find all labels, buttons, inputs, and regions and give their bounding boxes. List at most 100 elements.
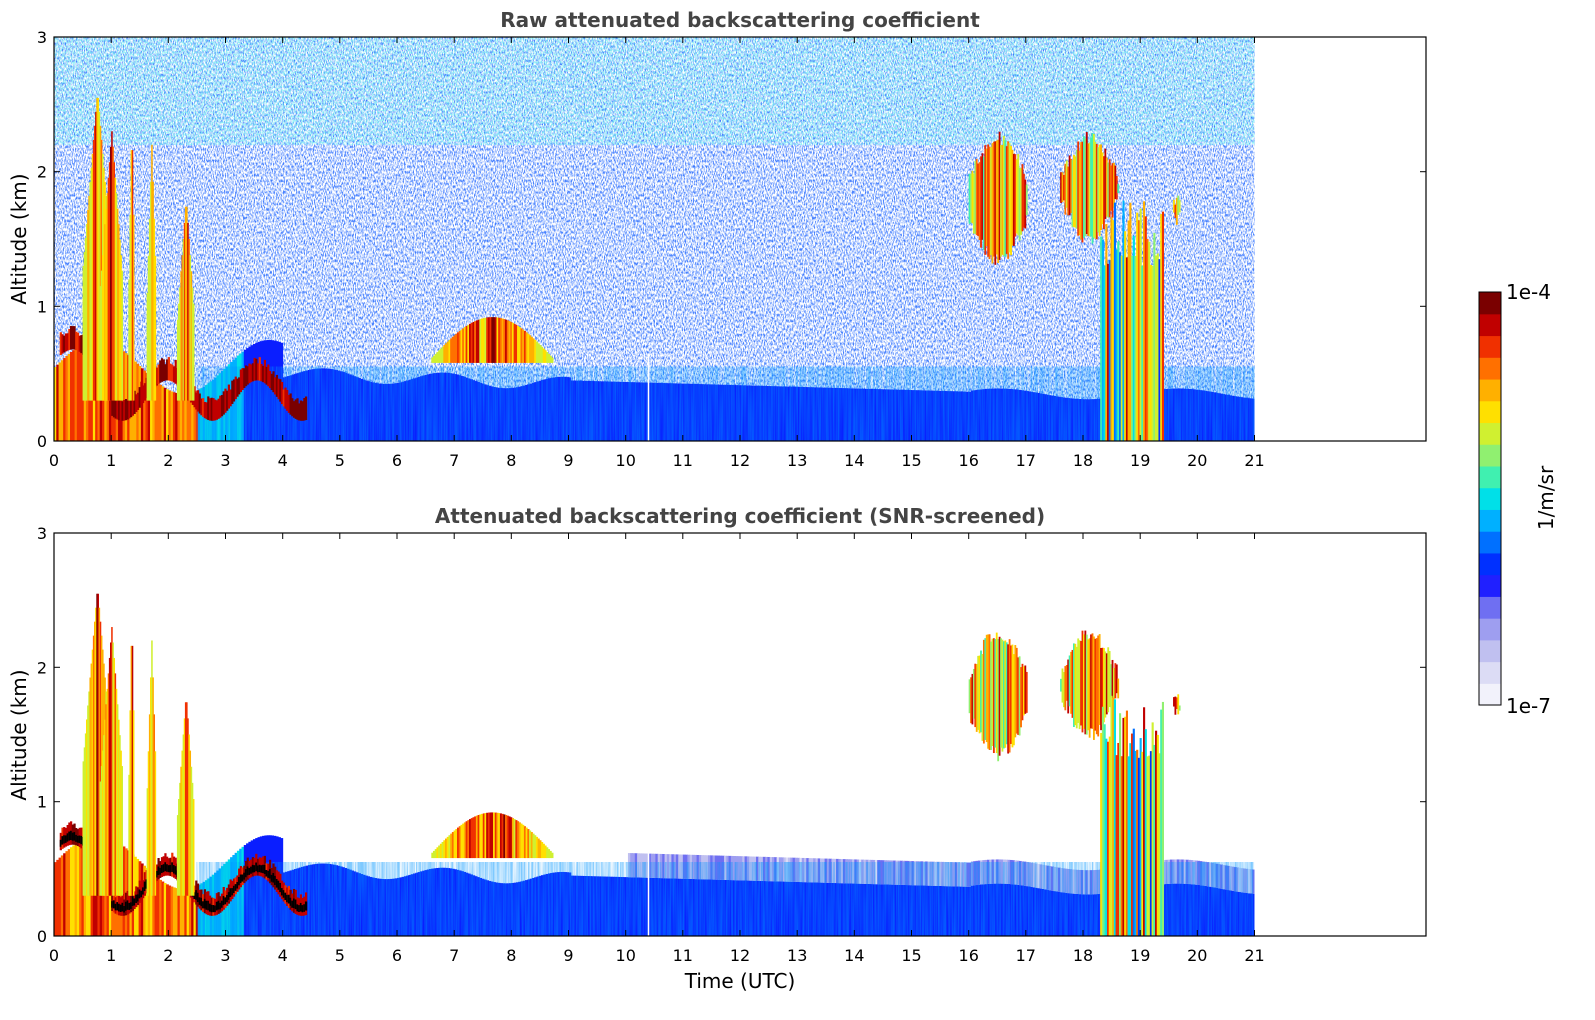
- cloud-patch-cell: [482, 813, 485, 859]
- plume-column: [100, 766, 103, 896]
- colorbar-step: [1479, 509, 1501, 532]
- cloud-patch-cell: [510, 817, 513, 859]
- panel-screened: Attenuated backscattering coefficient (S…: [7, 504, 1427, 993]
- x-tick-label: 15: [901, 946, 921, 965]
- mid-cloud-cell: [987, 144, 990, 257]
- low-cloud-core: [202, 901, 205, 909]
- mid-cloud-cell: [987, 634, 990, 749]
- colorbar-step: [1479, 422, 1501, 445]
- low-cloud-cell: [296, 398, 299, 420]
- cloud-patch-cell: [463, 327, 467, 363]
- cloud-patch-cell: [448, 835, 451, 859]
- cloud-patch-cell: [491, 317, 494, 363]
- bl-column: [147, 374, 151, 441]
- low-cloud-core: [195, 890, 198, 900]
- mid-cloud-cell: [978, 655, 981, 734]
- low-cloud-core: [80, 835, 83, 845]
- cloud-patch-cell: [541, 841, 544, 859]
- low-cloud-core: [287, 894, 291, 904]
- low-cloud-core: [224, 897, 227, 905]
- low-cloud-core: [258, 864, 261, 873]
- colorbar-step: [1479, 400, 1501, 424]
- low-cloud-cell: [198, 393, 201, 414]
- panel-screened-title: Attenuated backscattering coefficient (S…: [435, 504, 1045, 528]
- bl-column: [76, 346, 80, 441]
- cloud-patch-cell: [535, 341, 539, 363]
- cloud-patch-cell: [517, 821, 520, 859]
- low-cloud-core: [169, 865, 172, 873]
- mid-cloud-cell: [1175, 697, 1178, 710]
- panel-raw-ylabel: Altitude (km): [7, 173, 31, 304]
- plume-column: [147, 255, 150, 401]
- plume-column: [129, 710, 131, 896]
- precip-column: [1100, 732, 1103, 936]
- panel-raw-plot-area: [54, 37, 1255, 441]
- low-cloud-cell: [251, 363, 255, 382]
- mid-cloud-cell: [1085, 132, 1088, 235]
- low-cloud-cell: [212, 398, 215, 421]
- low-cloud-core: [282, 890, 285, 898]
- plume-column: [189, 750, 192, 896]
- cloud-patch-cell: [542, 843, 545, 859]
- cloud-patch-cell: [446, 836, 449, 859]
- low-cloud-cell: [131, 391, 134, 416]
- plume-column: [103, 735, 105, 896]
- panel-screened-heatmap: [54, 593, 1255, 936]
- low-cloud-core: [265, 869, 268, 877]
- plume-column: [88, 691, 90, 896]
- mid-cloud-cell: [1067, 166, 1070, 216]
- cloud-patch-cell: [455, 829, 458, 859]
- plume-column: [184, 206, 187, 401]
- low-cloud-cell: [226, 390, 229, 411]
- low-cloud-core: [207, 900, 210, 911]
- plume-column: [115, 193, 118, 401]
- low-cloud-core: [263, 864, 267, 874]
- bl-column: [58, 362, 62, 441]
- cloud-patch-cell: [494, 812, 497, 859]
- mid-cloud-cell: [1097, 635, 1100, 737]
- low-cloud-core: [142, 887, 145, 895]
- plume-column: [97, 97, 99, 401]
- cloud-patch-cell: [535, 836, 539, 859]
- low-cloud-cell: [126, 400, 129, 420]
- low-cloud-core: [63, 835, 66, 844]
- bl-column: [74, 843, 78, 936]
- x-tick-label: 3: [220, 946, 230, 965]
- mid-cloud-cell: [1024, 179, 1027, 229]
- low-cloud-core: [232, 885, 236, 894]
- precip-column: [1117, 742, 1120, 936]
- plume-column: [183, 222, 186, 401]
- plume-column: [191, 782, 194, 896]
- y-tick-label: 3: [37, 524, 47, 543]
- low-cloud-cell: [111, 399, 114, 416]
- low-cloud-cell: [231, 380, 234, 404]
- low-cloud-cell: [200, 398, 203, 416]
- plume-column: [113, 162, 115, 401]
- low-cloud-core: [234, 884, 237, 891]
- low-cloud-cell: [166, 359, 169, 381]
- bl-column: [177, 888, 181, 936]
- precip-column: [1124, 231, 1127, 441]
- low-cloud-cell: [157, 364, 160, 385]
- plume-column: [121, 766, 123, 896]
- colorbar-step: [1479, 552, 1501, 576]
- cloud-patch-cell: [451, 336, 454, 363]
- plume-column: [108, 162, 111, 401]
- low-cloud-core: [145, 879, 148, 889]
- cloud-patch-cell: [532, 338, 535, 363]
- plume-column: [102, 255, 104, 401]
- low-cloud-core: [121, 902, 124, 912]
- bl-column: [159, 384, 162, 441]
- mid-cloud-cell: [1100, 648, 1102, 731]
- plume-column: [111, 627, 113, 896]
- mid-cloud-cell: [1010, 145, 1012, 256]
- cloud-patch-cell: [525, 332, 528, 363]
- low-cloud-cell: [71, 326, 74, 350]
- mid-cloud-cell: [995, 140, 998, 255]
- precip-column: [1149, 264, 1152, 441]
- low-cloud-core: [162, 864, 165, 873]
- precip-column: [1139, 738, 1142, 936]
- cloud-patch-cell: [439, 348, 442, 363]
- precip-column: [1160, 709, 1163, 936]
